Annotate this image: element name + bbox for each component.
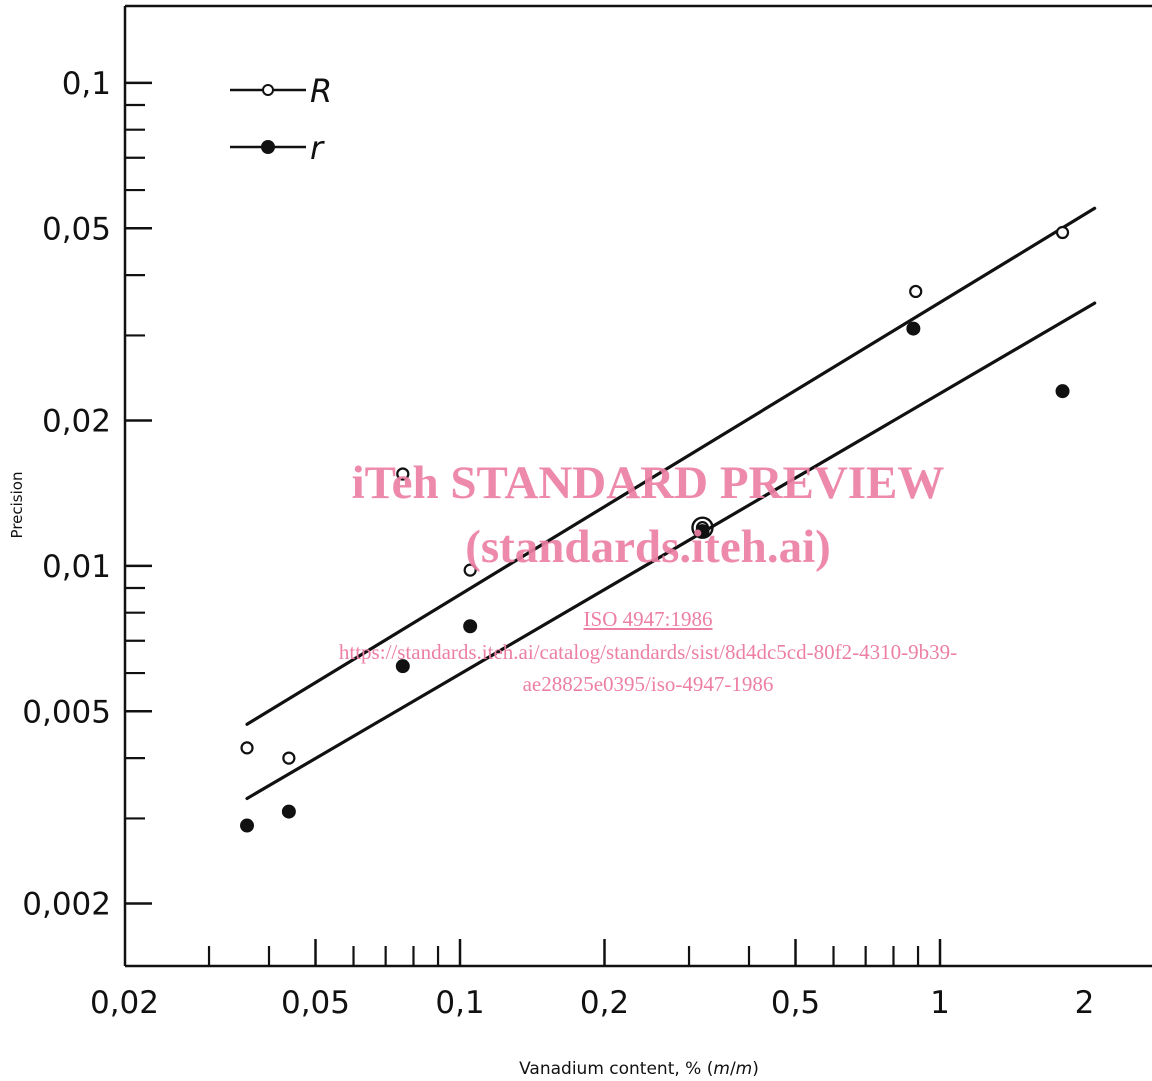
point-r (281, 804, 296, 819)
y-axis-label: Precision (8, 472, 26, 539)
point-r (463, 619, 478, 634)
x-tick-label: 0,1 (435, 985, 484, 1021)
data-points (240, 225, 1070, 833)
fit-line-R (245, 206, 1097, 726)
point-r (1055, 384, 1070, 399)
y-tick-label: 0,02 (42, 404, 111, 440)
x-axis-label: Vanadium content, % (m/m) (519, 1059, 759, 1079)
point-ring-highlight (691, 516, 714, 539)
y-tick-label: 0,1 (62, 66, 111, 102)
plot-frame (123, 4, 1152, 968)
legend-label-r: r (310, 129, 325, 167)
point-R (282, 751, 296, 765)
x-tick-label: 0,5 (771, 985, 820, 1021)
y-tick-label: 0,002 (22, 887, 111, 923)
legend: Rr (230, 72, 332, 167)
y-tick-label: 0,005 (22, 694, 111, 730)
y-tick-label: 0,05 (42, 211, 111, 247)
axis-labels: Precision Vanadium content, % (m/m) (8, 472, 759, 1079)
x-tick-label: 1 (930, 985, 950, 1021)
point-R (240, 741, 254, 755)
point-r (395, 659, 410, 674)
y-axis-ticks: 0,002 0,005 0,01 0,02 0,05 0,1 (22, 66, 152, 923)
legend-label-R: R (310, 72, 332, 110)
fit-line-r (245, 301, 1097, 801)
x-tick-label: 0,02 (90, 985, 159, 1021)
x-tick-label: 2 (1075, 985, 1095, 1021)
x-tick-label: 0,05 (281, 985, 350, 1021)
point-R (463, 563, 477, 577)
point-R (1055, 225, 1070, 240)
point-r (240, 818, 255, 833)
point-R (396, 467, 410, 481)
y-tick-label: 0,01 (42, 549, 111, 585)
point-r (906, 321, 921, 336)
x-axis-ticks: 0,02 0,05 0,1 0,2 0,5 1 2 (90, 939, 1094, 1021)
x-tick-label: 0,2 (580, 985, 629, 1021)
legend-marker-r (261, 140, 275, 154)
point-R (909, 284, 923, 299)
fit-lines (245, 206, 1097, 801)
legend-marker-R (262, 84, 274, 96)
